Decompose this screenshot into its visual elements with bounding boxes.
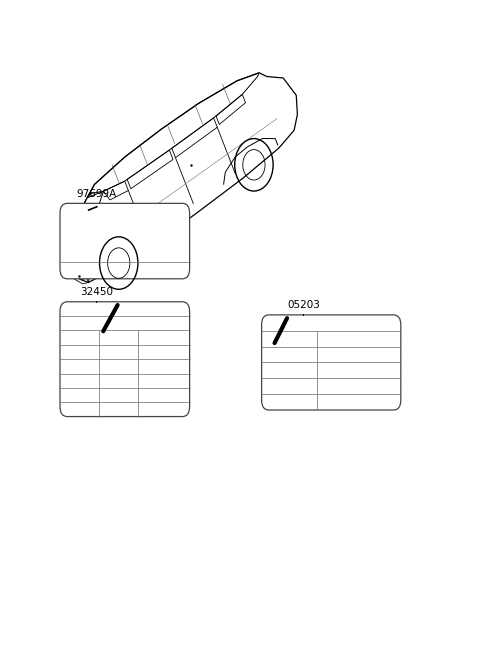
FancyBboxPatch shape bbox=[60, 203, 190, 279]
Text: 97699A: 97699A bbox=[76, 189, 117, 199]
FancyBboxPatch shape bbox=[60, 302, 190, 417]
Text: 05203: 05203 bbox=[287, 300, 320, 310]
Text: 32450: 32450 bbox=[80, 287, 113, 297]
FancyBboxPatch shape bbox=[262, 315, 401, 410]
